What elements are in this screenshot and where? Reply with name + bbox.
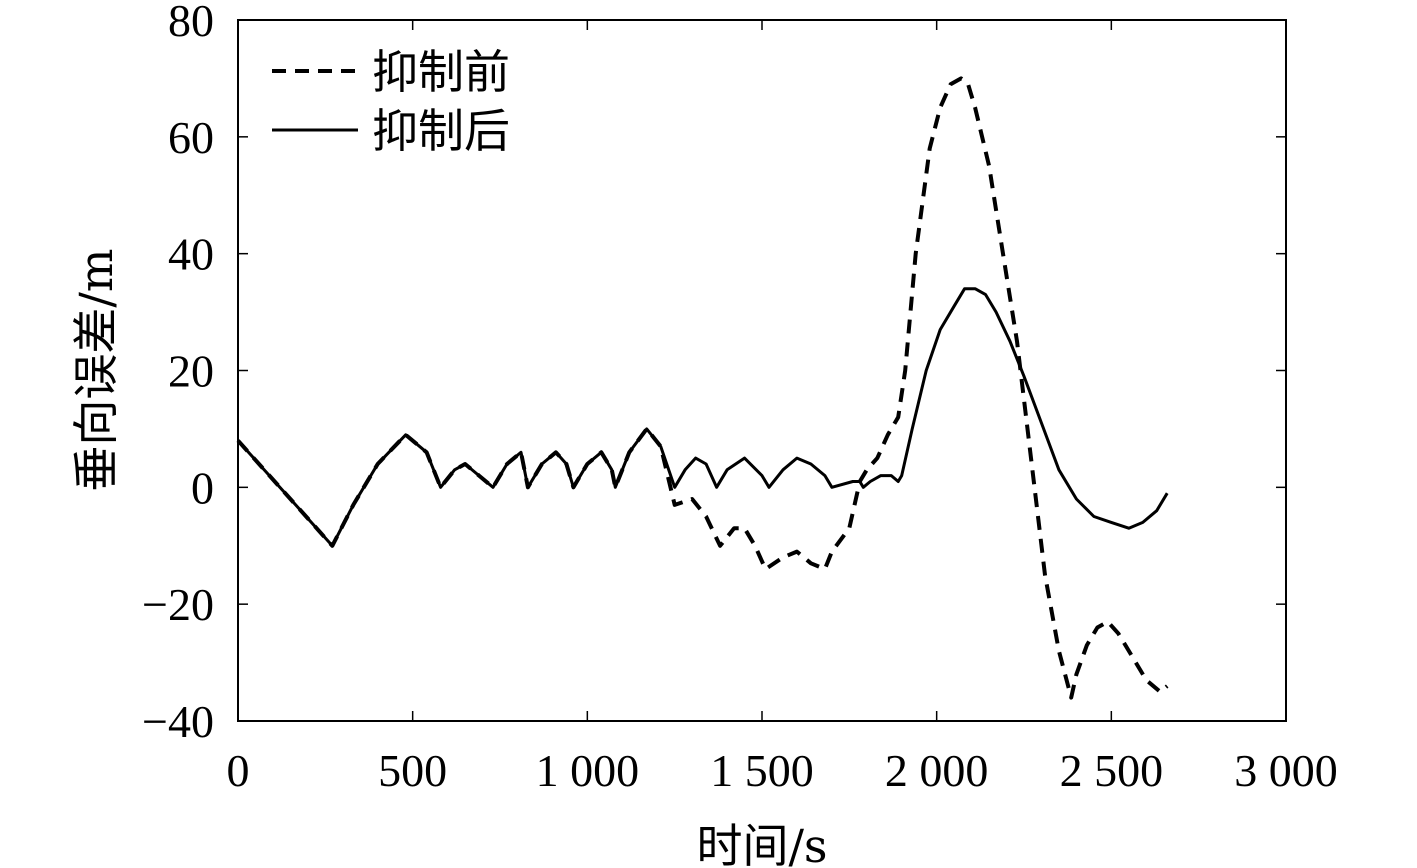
x-tick-label: 3 000 [1234,745,1338,796]
x-tick-label: 2 500 [1060,745,1164,796]
x-tick-label: 0 [227,745,250,796]
axis-ticks [237,19,1287,722]
legend-label-before: 抑制前 [372,45,510,99]
y-tick-label: 80 [168,0,214,46]
y-tick-label: 60 [168,112,214,163]
y-tick-labels: −40 −20 0 20 40 60 80 [142,0,214,747]
x-tick-label: 1 000 [536,745,640,796]
y-tick-label: −40 [142,696,214,747]
y-tick-label: −20 [142,579,214,630]
x-tick-label: 2 000 [885,745,989,796]
series-line-after [236,287,1169,548]
x-tick-label: 500 [378,745,447,796]
x-tick-label: 1 500 [710,745,814,796]
legend: 抑制前 抑制后 [272,45,510,158]
x-tick-labels: 0 500 1 000 1 500 2 000 2 500 3 000 [227,745,1338,796]
y-tick-label: 40 [168,229,214,280]
y-axis-title: 垂向误差/m [69,248,123,491]
legend-label-after: 抑制后 [372,104,510,158]
series-layer [236,76,1169,700]
x-axis-title: 时间/s [696,819,827,868]
y-tick-label: 20 [168,346,214,397]
y-tick-label: 0 [191,462,214,513]
